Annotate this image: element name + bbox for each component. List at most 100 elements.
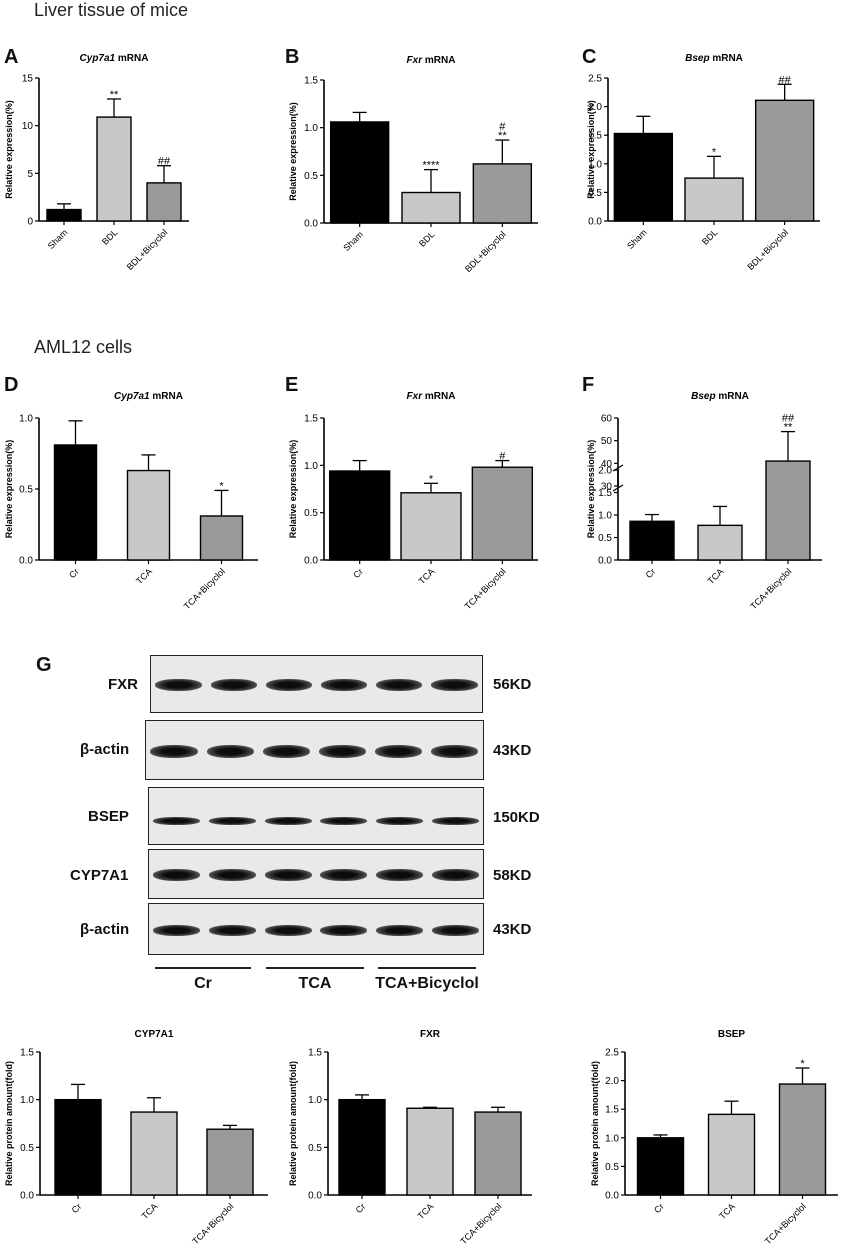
y-tick-label: 0.5 bbox=[598, 533, 612, 544]
y-tick-label: 1.5 bbox=[20, 1048, 34, 1059]
y-tick-label: 0.0 bbox=[304, 219, 318, 230]
y-tick-label: 1.5 bbox=[598, 488, 612, 499]
y-axis-label: Relative expression(%) bbox=[586, 100, 596, 199]
blot-kd-bsep: 150KD bbox=[493, 809, 540, 826]
y-tick-label: 10 bbox=[22, 121, 34, 132]
bar-bdl bbox=[96, 116, 132, 222]
y-axis-label: Relative protein amount(fold) bbox=[288, 1061, 298, 1186]
chart-title: Cyp7a1 mRNA bbox=[114, 391, 183, 402]
x-tick-label: BDL bbox=[417, 229, 436, 248]
axis-break-mark bbox=[612, 484, 624, 492]
blot-band bbox=[375, 744, 423, 758]
y-tick-label: 0.0 bbox=[19, 556, 33, 567]
significance-mark: ## bbox=[158, 156, 171, 168]
group-line-cr bbox=[155, 967, 251, 969]
x-tick-label: TCA bbox=[717, 1201, 737, 1221]
chart-title: FXR bbox=[420, 1029, 441, 1040]
panel-letter-d: D bbox=[4, 374, 19, 396]
blot-band bbox=[155, 679, 202, 691]
panel-letter-b: B bbox=[285, 46, 300, 68]
y-tick-label: 1.0 bbox=[19, 414, 33, 425]
y-axis-label: Relative expression(%) bbox=[4, 100, 14, 199]
group-label-cr: Cr bbox=[194, 975, 212, 992]
bar-tca-bicyclol bbox=[471, 466, 534, 561]
blot-band bbox=[376, 817, 423, 825]
blot-label-actin-2: β-actin bbox=[80, 921, 130, 938]
bar-bdl-bicyclol bbox=[754, 99, 815, 222]
bar-cr bbox=[636, 1137, 685, 1196]
blot-strip-cyp7a1 bbox=[148, 849, 484, 899]
y-tick-label: 0.0 bbox=[308, 1191, 322, 1202]
panel-letter-f: F bbox=[582, 374, 595, 396]
x-tick-label: Cr bbox=[644, 566, 658, 580]
blot-band bbox=[264, 924, 312, 936]
x-tick-label: Sham bbox=[625, 227, 649, 251]
x-tick-label: TCA+Bicyclol bbox=[458, 1201, 503, 1246]
y-tick-label: 0.5 bbox=[304, 171, 318, 182]
chart-e: Fxr mRNA Relative expression(%) 0.0 0.5 1.0 1… bbox=[288, 391, 538, 611]
panel-letter-a: A bbox=[4, 46, 19, 68]
x-tick-label: TCA bbox=[417, 566, 437, 586]
group-line-tca bbox=[266, 967, 364, 969]
blot-kd-cyp7a1: 58KD bbox=[493, 867, 532, 884]
chart-g1: CYP7A1 Relative protein amount(fold) 0.0 0.… bbox=[4, 1029, 268, 1246]
bar-tca-bicyclol bbox=[199, 515, 244, 561]
y-tick-label: 1.0 bbox=[588, 159, 602, 170]
x-tick-label: TCA bbox=[140, 1201, 160, 1221]
x-tick-label: Cr bbox=[354, 1201, 368, 1215]
blot-band bbox=[376, 869, 423, 881]
blot-band bbox=[264, 869, 312, 881]
y-tick-label: 60 bbox=[601, 414, 613, 425]
y-tick-label: 0.0 bbox=[605, 1191, 619, 1202]
y-tick-label: 1.0 bbox=[304, 461, 318, 472]
y-axis-label: Relative expression(%) bbox=[586, 440, 596, 539]
y-tick-label: 2.0 bbox=[605, 1076, 619, 1087]
blot-band bbox=[209, 817, 256, 825]
blot-band bbox=[150, 744, 198, 758]
section-title-aml12: AML12 cells bbox=[34, 337, 133, 357]
blot-strip-bsep bbox=[148, 787, 484, 845]
significance-mark: # bbox=[499, 121, 506, 133]
group-label-tca-bicyclol: TCA+Bicyclol bbox=[375, 975, 479, 992]
x-tick-label: Sham bbox=[46, 227, 70, 251]
blot-band bbox=[153, 924, 201, 936]
x-tick-label: Cr bbox=[70, 1201, 84, 1215]
blot-label-cyp7a1: CYP7A1 bbox=[70, 867, 129, 884]
y-axis-label: Relative expression(%) bbox=[4, 440, 14, 539]
blot-band bbox=[376, 924, 423, 936]
blot-label-bsep: BSEP bbox=[88, 808, 129, 825]
blot-band bbox=[262, 744, 310, 758]
blot-band bbox=[431, 869, 479, 881]
blot-band bbox=[431, 817, 479, 825]
y-tick-label: 40 bbox=[601, 459, 613, 470]
blot-kd-actin-2: 43KD bbox=[493, 921, 532, 938]
blot-band bbox=[210, 679, 257, 691]
y-tick-label: 0.5 bbox=[19, 485, 33, 496]
blot-band bbox=[264, 817, 312, 825]
y-tick-label: 0.0 bbox=[20, 1191, 34, 1202]
x-tick-label: TCA+Bicyclol bbox=[190, 1201, 235, 1246]
bar-bdl-bicyclol bbox=[146, 182, 182, 222]
x-tick-label: Cr bbox=[67, 566, 81, 580]
y-tick-label: 1.5 bbox=[304, 414, 318, 425]
y-tick-label: 2.0 bbox=[588, 102, 602, 113]
blot-band bbox=[209, 869, 256, 881]
group-label-tca: TCA bbox=[298, 975, 332, 992]
significance-mark: * bbox=[712, 146, 717, 158]
blot-band bbox=[265, 679, 313, 691]
chart-b: Fxr mRNA Relative expression(%) 0.0 0.5 1.0 1… bbox=[288, 55, 538, 274]
x-tick-label: TCA+Bicyclol bbox=[182, 566, 227, 611]
chart-g2: FXR Relative protein amount(fold) 0.0 0.5 1.… bbox=[288, 1029, 532, 1246]
y-tick-label: 5 bbox=[27, 169, 33, 180]
bar-bdl bbox=[684, 177, 744, 222]
x-tick-label: TCA+Bicyclol bbox=[463, 566, 508, 611]
y-axis-label: Relative expression(%) bbox=[288, 102, 298, 201]
bar-cr bbox=[328, 470, 391, 561]
blot-band bbox=[320, 817, 368, 825]
bar-cr bbox=[338, 1098, 386, 1196]
significance-mark: * bbox=[219, 480, 224, 492]
x-tick-label: BDL bbox=[100, 227, 119, 246]
y-tick-label: 1.0 bbox=[20, 1095, 34, 1106]
x-tick-label: BDL+Bicyclol bbox=[463, 229, 508, 274]
